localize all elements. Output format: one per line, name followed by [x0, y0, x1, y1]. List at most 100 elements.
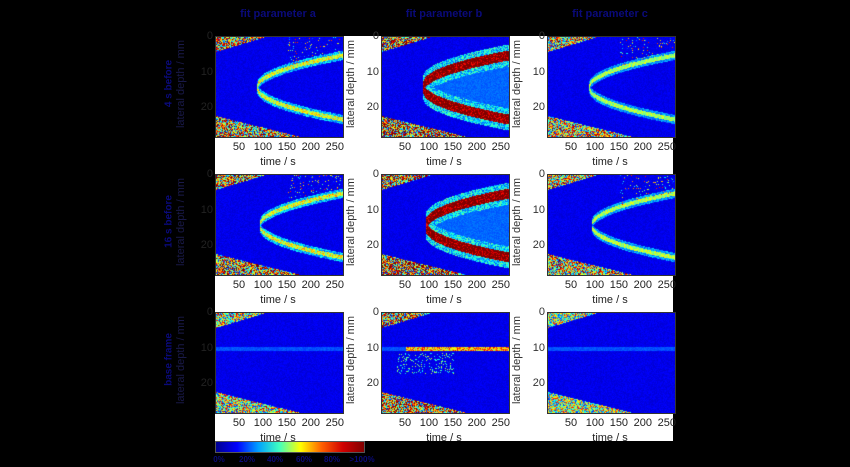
y-axis-label: lateral depth / mm	[511, 177, 523, 267]
heatmap-canvas	[216, 37, 343, 137]
ytick: 0	[206, 30, 213, 42]
heatmap-canvas	[548, 37, 675, 137]
ytick: 0	[206, 168, 213, 180]
xtick: 250	[491, 279, 510, 291]
x-axis-label: time / s	[592, 294, 628, 306]
xtick: 100	[585, 279, 605, 291]
heatmap-canvas	[548, 313, 675, 413]
heatmap-canvas	[216, 313, 343, 413]
ytick: 20	[532, 101, 545, 114]
xtick: 100	[585, 417, 605, 429]
xtick: 250	[657, 279, 676, 291]
y-axis-label: lateral depth / mm	[511, 315, 523, 405]
heatmap-panel-r1-c1	[381, 174, 510, 276]
xtick: 250	[657, 417, 676, 429]
heatmap-panel-r2-c2	[547, 312, 676, 414]
heatmap-canvas	[382, 313, 509, 413]
ytick: 10	[200, 65, 213, 78]
heatmap-panel-r0-c0	[215, 36, 344, 138]
ytick: 0	[372, 168, 379, 180]
column-title-c: fit parameter c	[572, 8, 648, 20]
y-axis-label: lateral depth / mm	[345, 315, 357, 405]
heatmap-panel-r2-c1	[381, 312, 510, 414]
xtick: 200	[301, 279, 321, 291]
xtick: 50	[232, 417, 246, 429]
colorbar-label-0: 0%	[213, 455, 225, 464]
ytick: 10	[200, 341, 213, 354]
xtick: 150	[277, 141, 297, 153]
xtick: 100	[585, 141, 605, 153]
ytick: 0	[372, 30, 379, 42]
xtick: 250	[325, 141, 344, 153]
xtick: 100	[419, 279, 439, 291]
xtick: 250	[491, 417, 510, 429]
xtick: 100	[419, 141, 439, 153]
ytick: 10	[200, 203, 213, 216]
ytick: 20	[200, 239, 213, 252]
ytick: 20	[200, 377, 213, 390]
xtick: 50	[398, 417, 412, 429]
colorbar-label-60: 60%	[295, 455, 313, 464]
ytick: 20	[532, 239, 545, 252]
xtick: 250	[657, 141, 676, 153]
row-y-axis-label: lateral depth / mm	[175, 315, 187, 405]
xtick: 50	[398, 141, 412, 153]
row-y-axis-label: lateral depth / mm	[175, 177, 187, 267]
ytick: 10	[366, 203, 379, 216]
ytick: 0	[372, 306, 379, 318]
heatmap-panel-r2-c0	[215, 312, 344, 414]
ytick: 10	[366, 65, 379, 78]
y-axis-label: lateral depth / mm	[345, 177, 357, 267]
xtick: 200	[633, 417, 653, 429]
heatmap-canvas	[382, 175, 509, 275]
x-axis-label: time / s	[592, 432, 628, 444]
xtick: 150	[609, 141, 629, 153]
ytick: 0	[538, 30, 545, 42]
x-axis-label: time / s	[426, 156, 462, 168]
xtick: 250	[325, 279, 344, 291]
xtick: 200	[633, 279, 653, 291]
ytick: 0	[206, 306, 213, 318]
heatmap-panel-r1-c2	[547, 174, 676, 276]
y-axis-label: lateral depth / mm	[511, 39, 523, 129]
xtick: 200	[467, 279, 487, 291]
heatmap-canvas	[382, 37, 509, 137]
ytick: 0	[538, 306, 545, 318]
ytick: 20	[532, 377, 545, 390]
x-axis-label: time / s	[260, 156, 296, 168]
heatmap-panel-r1-c0	[215, 174, 344, 276]
xtick: 50	[564, 417, 578, 429]
colorbar-label-40: 40%	[266, 455, 284, 464]
row-label-0: 4 s before	[163, 59, 175, 108]
colorbar-label-80: 80%	[323, 455, 341, 464]
xtick: 100	[253, 417, 273, 429]
colorbar	[215, 441, 365, 453]
column-title-a: fit parameter a	[240, 8, 316, 20]
xtick: 150	[277, 417, 297, 429]
xtick: 250	[491, 141, 510, 153]
xtick: 150	[609, 279, 629, 291]
xtick: 50	[232, 141, 246, 153]
ytick: 20	[366, 101, 379, 114]
ytick: 10	[366, 341, 379, 354]
xtick: 150	[443, 141, 463, 153]
xtick: 150	[443, 279, 463, 291]
xtick: 50	[398, 279, 412, 291]
xtick: 150	[277, 279, 297, 291]
xtick: 200	[467, 417, 487, 429]
xtick: 50	[232, 279, 246, 291]
x-axis-label: time / s	[426, 294, 462, 306]
row-label-1: 16 s before	[163, 195, 175, 248]
xtick: 50	[564, 141, 578, 153]
xtick: 200	[301, 141, 321, 153]
colorbar-label-20: 20%	[238, 455, 256, 464]
row-y-axis-label: lateral depth / mm	[175, 39, 187, 129]
ytick: 10	[532, 203, 545, 216]
ytick: 10	[532, 65, 545, 78]
ytick: 20	[366, 239, 379, 252]
x-axis-label: time / s	[426, 432, 462, 444]
xtick: 200	[633, 141, 653, 153]
x-axis-label: time / s	[260, 294, 296, 306]
y-axis-label: lateral depth / mm	[345, 39, 357, 129]
heatmap-panel-r0-c1	[381, 36, 510, 138]
